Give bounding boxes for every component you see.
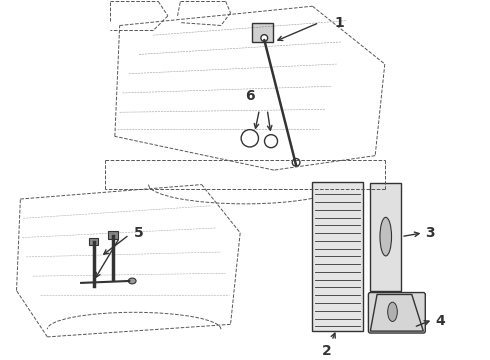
Text: 5: 5 [134,226,144,240]
Ellipse shape [380,217,392,256]
Bar [252,23,273,42]
Text: 4: 4 [435,315,445,328]
Text: 3: 3 [425,226,435,240]
FancyBboxPatch shape [368,293,425,333]
Ellipse shape [388,302,397,321]
Ellipse shape [292,158,300,166]
Polygon shape [370,294,423,331]
Ellipse shape [261,35,268,41]
Bar [370,183,401,291]
Bar [108,231,118,239]
Text: 2: 2 [322,344,332,357]
Ellipse shape [128,278,136,284]
Text: 1: 1 [335,15,344,30]
Bar [89,238,98,245]
Bar [313,182,363,331]
Text: 6: 6 [245,89,255,103]
